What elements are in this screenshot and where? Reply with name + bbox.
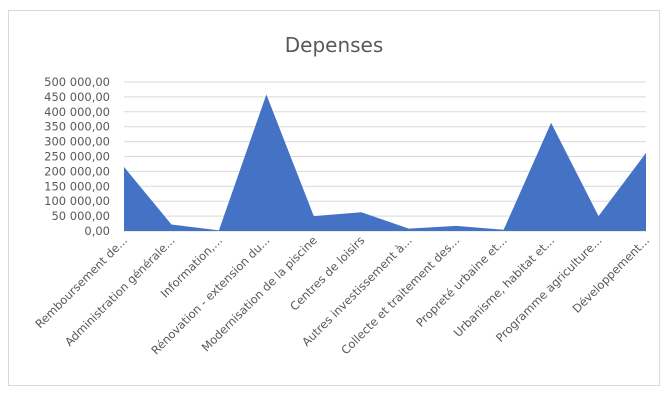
y-tick-label: 400 000,00 — [44, 105, 110, 119]
y-tick-label: 200 000,00 — [44, 164, 110, 178]
y-tick-label: 250 000,00 — [44, 150, 110, 164]
y-tick-label: 50 000,00 — [51, 209, 110, 223]
y-tick-label: 450 000,00 — [44, 90, 110, 104]
y-tick-label: 150 000,00 — [44, 179, 110, 193]
y-tick-label: 350 000,00 — [44, 120, 110, 134]
x-tick-label: Remboursement de... — [32, 233, 130, 331]
area-series — [124, 94, 646, 232]
x-tick-label: Propreté urbaine et... — [413, 233, 509, 329]
y-tick-label: 0,00 — [84, 224, 110, 238]
chart-title: Depenses — [285, 33, 384, 57]
y-tick-label: 500 000,00 — [44, 75, 110, 89]
y-tick-label: 100 000,00 — [44, 194, 110, 208]
y-tick-label: 300 000,00 — [44, 135, 110, 149]
